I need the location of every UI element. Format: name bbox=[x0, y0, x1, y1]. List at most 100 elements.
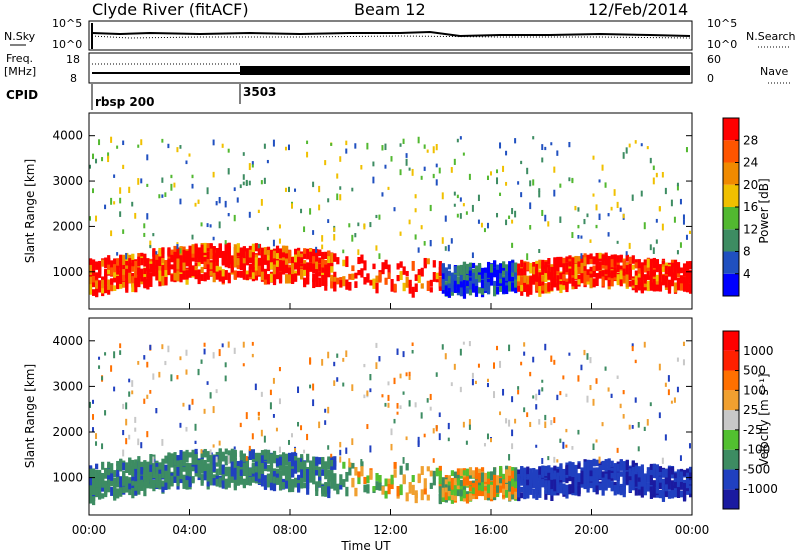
echo-cell bbox=[435, 467, 439, 477]
echo-cell bbox=[179, 356, 182, 361]
power-colorbar-segment-5 bbox=[723, 162, 739, 185]
echo-cell bbox=[486, 478, 491, 487]
echo-cell bbox=[125, 418, 128, 426]
echo-cell bbox=[149, 389, 152, 394]
echo-cell bbox=[161, 482, 165, 493]
echo-cell bbox=[188, 404, 191, 411]
echo-cell bbox=[505, 219, 508, 226]
velocity-colorbar-label-2: 100 bbox=[743, 383, 766, 397]
echo-cell bbox=[429, 279, 433, 287]
echo-cell bbox=[306, 140, 309, 145]
echo-cell bbox=[474, 485, 479, 496]
echo-cell bbox=[306, 274, 310, 285]
echo-cell bbox=[679, 242, 682, 248]
echo-cell bbox=[447, 287, 451, 298]
echo-cell bbox=[667, 490, 672, 499]
echo-cell bbox=[538, 275, 542, 284]
echo-cell bbox=[312, 264, 316, 274]
echo-cell bbox=[453, 485, 458, 496]
echo-cell bbox=[486, 378, 489, 382]
echo-cell bbox=[206, 257, 210, 265]
echo-cell bbox=[438, 465, 442, 472]
echo-cell bbox=[423, 166, 426, 171]
echo-cell bbox=[604, 468, 608, 479]
echo-cell bbox=[583, 276, 587, 286]
echo-cell bbox=[496, 475, 500, 486]
echo-cell bbox=[387, 478, 391, 487]
echo-cell bbox=[89, 484, 93, 493]
echo-cell bbox=[110, 136, 113, 143]
echo-cell bbox=[161, 194, 164, 198]
echo-cell bbox=[688, 472, 693, 481]
echo-cell bbox=[688, 270, 693, 276]
echo-cell bbox=[664, 471, 669, 480]
echo-cell bbox=[586, 468, 590, 476]
echo-cell bbox=[520, 466, 524, 477]
echo-cell bbox=[486, 484, 491, 494]
echo-cell bbox=[128, 457, 132, 464]
echo-cell bbox=[568, 272, 572, 279]
echo-cell bbox=[281, 268, 286, 275]
echo-cell bbox=[595, 474, 599, 486]
echo-cell bbox=[598, 465, 602, 474]
echo-cell bbox=[387, 394, 390, 401]
echo-cell bbox=[631, 255, 635, 264]
echo-cell bbox=[281, 260, 286, 272]
echo-cell bbox=[505, 285, 509, 295]
echo-cell bbox=[553, 265, 557, 271]
echo-cell bbox=[589, 482, 593, 489]
echo-cell bbox=[321, 485, 325, 497]
echo-cell bbox=[230, 261, 234, 273]
echo-cell bbox=[571, 179, 574, 184]
echo-cell bbox=[508, 481, 512, 492]
echo-cell bbox=[508, 489, 512, 501]
echo-cell bbox=[432, 272, 436, 282]
echo-cell bbox=[535, 404, 538, 410]
echo-cell bbox=[197, 274, 201, 285]
echo-cell bbox=[110, 278, 114, 286]
echo-cell bbox=[676, 266, 681, 273]
echo-cell bbox=[477, 274, 482, 283]
echo-cell bbox=[493, 285, 497, 297]
echo-cell bbox=[194, 202, 197, 207]
echo-cell bbox=[544, 146, 547, 151]
echo-cell bbox=[185, 274, 189, 280]
echo-cell bbox=[209, 462, 213, 470]
echo-cell bbox=[257, 259, 262, 269]
echo-cell bbox=[89, 284, 93, 295]
echo-cell bbox=[101, 461, 105, 470]
echo-cell bbox=[658, 272, 663, 280]
echo-cell bbox=[505, 273, 509, 281]
echo-cell bbox=[182, 477, 186, 486]
echo-cell bbox=[140, 178, 143, 184]
echo-cell bbox=[502, 283, 506, 294]
echo-cell bbox=[483, 228, 486, 233]
echo-cell bbox=[191, 183, 194, 189]
echo-cell bbox=[272, 471, 277, 481]
echo-cell bbox=[303, 260, 307, 267]
echo-cell bbox=[98, 469, 102, 477]
echo-cell bbox=[459, 264, 464, 276]
echo-cell bbox=[598, 483, 602, 491]
echo-cell bbox=[98, 365, 101, 369]
echo-cell bbox=[221, 272, 225, 284]
echo-cell bbox=[529, 421, 532, 428]
echo-cell bbox=[89, 276, 93, 285]
echo-cell bbox=[363, 363, 366, 368]
echo-cell bbox=[257, 265, 262, 276]
echo-cell bbox=[496, 177, 499, 185]
echo-cell bbox=[520, 284, 524, 292]
echo-cell bbox=[339, 186, 342, 190]
echo-cell bbox=[327, 469, 331, 477]
echo-cell bbox=[272, 453, 277, 460]
echo-cell bbox=[161, 344, 164, 350]
echo-cell bbox=[209, 253, 213, 260]
echo-cell bbox=[312, 278, 316, 289]
echo-cell bbox=[649, 486, 653, 493]
echo-cell bbox=[92, 259, 96, 267]
echo-cell bbox=[628, 256, 632, 264]
